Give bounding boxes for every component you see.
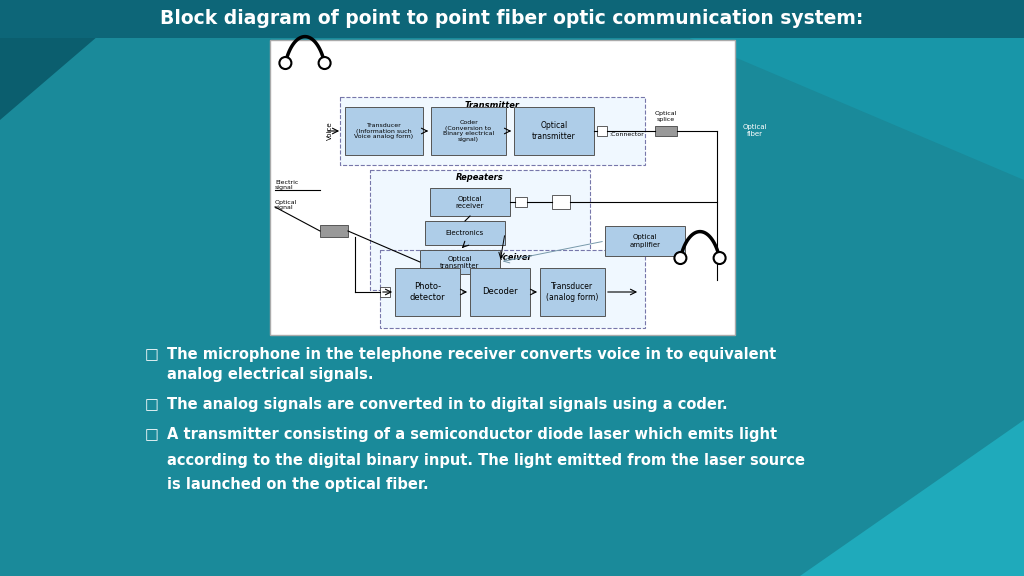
Circle shape xyxy=(318,57,331,69)
Text: Decoder: Decoder xyxy=(482,287,518,297)
Text: :Connector: :Connector xyxy=(609,131,644,137)
Text: Electric
signal: Electric signal xyxy=(275,180,298,191)
Bar xyxy=(319,225,348,237)
Text: Photo-
detector: Photo- detector xyxy=(410,282,445,302)
Text: Receiver: Receiver xyxy=(493,253,532,263)
Text: Optical
amplifier: Optical amplifier xyxy=(630,234,660,248)
Polygon shape xyxy=(200,0,1024,180)
Text: Optical
transmitter: Optical transmitter xyxy=(532,122,575,141)
Bar xyxy=(380,250,645,328)
Bar xyxy=(370,170,590,290)
Bar xyxy=(655,126,677,136)
Text: Transducer
(analog form): Transducer (analog form) xyxy=(547,282,599,302)
Bar xyxy=(431,107,506,155)
Text: □: □ xyxy=(145,427,159,442)
Polygon shape xyxy=(800,420,1024,576)
Circle shape xyxy=(280,57,292,69)
Text: Optical
fiber: Optical fiber xyxy=(743,124,768,138)
Text: is launched on the optical fiber.: is launched on the optical fiber. xyxy=(167,478,429,492)
Text: Transmitter: Transmitter xyxy=(465,100,520,109)
Text: Transducer
(Information such
Voice analog form): Transducer (Information such Voice analo… xyxy=(354,123,414,139)
Bar xyxy=(380,287,390,297)
Text: Coder
(Conversion to
Binary electrical
signal): Coder (Conversion to Binary electrical s… xyxy=(442,120,495,142)
Text: according to the digital binary input. The light emitted from the laser source: according to the digital binary input. T… xyxy=(167,453,805,468)
Bar xyxy=(430,188,510,216)
Bar xyxy=(540,268,605,316)
Bar xyxy=(605,226,685,256)
Text: Optical
splice: Optical splice xyxy=(654,111,677,122)
Bar xyxy=(270,40,735,335)
Bar xyxy=(345,107,423,155)
Polygon shape xyxy=(0,0,140,120)
Text: A transmitter consisting of a semiconductor diode laser which emits light: A transmitter consisting of a semiconduc… xyxy=(167,427,777,442)
Text: Block diagram of point to point fiber optic communication system:: Block diagram of point to point fiber op… xyxy=(161,9,863,28)
Circle shape xyxy=(714,252,726,264)
Text: Optical
signal: Optical signal xyxy=(275,200,297,210)
Text: □: □ xyxy=(145,397,159,412)
Text: □: □ xyxy=(145,347,159,362)
Bar xyxy=(0,0,1024,38)
Text: Optical
receiver: Optical receiver xyxy=(456,195,484,209)
Bar xyxy=(395,268,460,316)
Text: Optical
transmitter: Optical transmitter xyxy=(440,256,479,268)
Text: Repeaters: Repeaters xyxy=(456,173,504,183)
Bar xyxy=(425,221,505,245)
Text: The microphone in the telephone receiver converts voice in to equivalent: The microphone in the telephone receiver… xyxy=(167,347,776,362)
Bar xyxy=(552,195,570,209)
Bar xyxy=(420,250,500,274)
Text: Electronics: Electronics xyxy=(445,230,484,236)
Text: The analog signals are converted in to digital signals using a coder.: The analog signals are converted in to d… xyxy=(167,397,728,412)
Bar xyxy=(340,97,645,165)
Bar xyxy=(470,268,530,316)
Text: Voice: Voice xyxy=(327,122,333,141)
Bar xyxy=(514,107,594,155)
Text: analog electrical signals.: analog electrical signals. xyxy=(167,367,374,382)
Bar xyxy=(515,197,527,207)
Bar xyxy=(597,126,607,136)
Circle shape xyxy=(675,252,686,264)
